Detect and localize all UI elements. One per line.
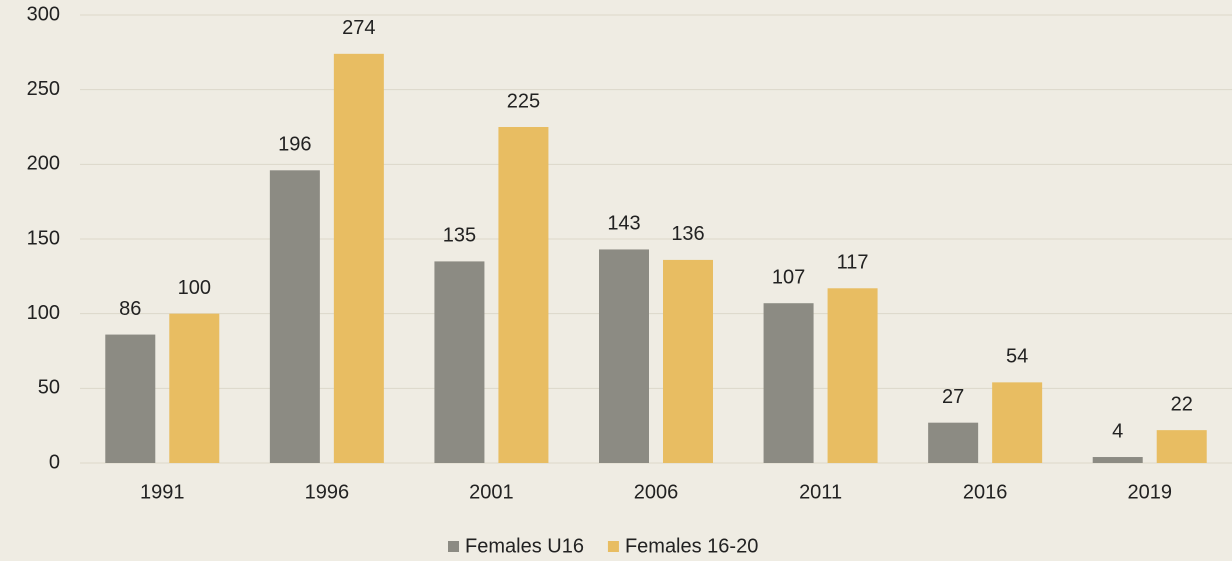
- data-label: 136: [671, 223, 704, 245]
- data-label: 4: [1112, 420, 1123, 442]
- data-label: 22: [1171, 393, 1193, 415]
- data-label: 143: [607, 213, 640, 235]
- data-label: 274: [342, 17, 375, 39]
- y-tick-label: 150: [27, 227, 60, 249]
- bar: [928, 422, 979, 463]
- bar: [1156, 430, 1207, 463]
- x-tick-label: 2001: [469, 481, 514, 503]
- data-label: 117: [837, 252, 869, 274]
- x-tick-label: 2019: [1127, 481, 1172, 503]
- bar: [763, 303, 814, 463]
- legend-label: Females 16-20: [625, 535, 758, 557]
- data-label: 225: [507, 90, 540, 112]
- y-tick-label: 50: [38, 377, 60, 399]
- bar: [169, 313, 220, 463]
- x-tick-label: 1996: [305, 481, 350, 503]
- x-tick-label: 2011: [799, 481, 842, 503]
- data-label: 27: [942, 386, 964, 408]
- y-tick-label: 300: [27, 3, 60, 25]
- legend-swatch: [607, 541, 619, 552]
- x-tick-label: 1991: [140, 481, 185, 503]
- data-label: 54: [1006, 346, 1028, 368]
- data-label: 196: [278, 134, 311, 156]
- y-tick-label: 200: [27, 153, 60, 175]
- bar: [599, 249, 649, 463]
- legend-label: Females U16: [465, 535, 584, 557]
- bar: [105, 334, 156, 463]
- data-label: 86: [119, 298, 141, 320]
- bar: [992, 382, 1043, 463]
- bar: [663, 259, 713, 463]
- y-tick-label: 0: [49, 451, 60, 473]
- legend-swatch: [448, 541, 459, 552]
- bar: [434, 261, 485, 463]
- bar: [269, 170, 320, 463]
- y-tick-label: 250: [27, 78, 60, 100]
- x-tick-label: 2006: [634, 481, 679, 503]
- bar: [827, 288, 878, 463]
- bar: [498, 127, 549, 463]
- y-tick-label: 100: [27, 302, 60, 324]
- bar: [333, 53, 384, 464]
- data-label: 100: [178, 277, 211, 299]
- bar: [1092, 457, 1143, 463]
- data-label: 107: [772, 266, 805, 288]
- data-label: 135: [443, 225, 476, 247]
- x-tick-label: 2016: [963, 481, 1008, 503]
